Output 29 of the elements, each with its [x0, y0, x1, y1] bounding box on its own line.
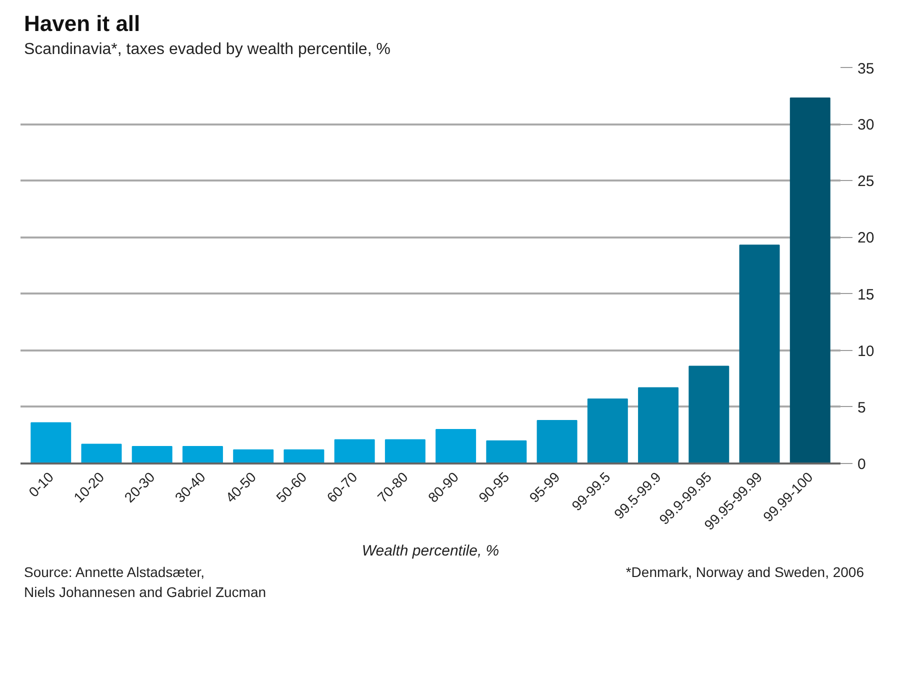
- text: *Denmark, Norway and Sweden, 2006: [624, 563, 864, 582]
- bar: [486, 440, 527, 464]
- bar: [30, 422, 72, 464]
- x-axis-title: Wealth percentile, %: [362, 542, 500, 560]
- bar: [384, 440, 426, 464]
- bar: [790, 98, 830, 464]
- y-tick-label: 10: [858, 343, 874, 360]
- bar: [132, 446, 172, 464]
- bar: [436, 429, 476, 464]
- y-tick-label: 5: [858, 400, 866, 417]
- bar: [536, 420, 578, 464]
- bar: [688, 366, 730, 464]
- bar: [81, 444, 122, 464]
- bar: [182, 446, 223, 464]
- y-tick-label: 30: [858, 116, 874, 134]
- bar: [587, 398, 628, 464]
- chart-subtitle: Scandinavia*, taxes evaded by wealth percentile, %: [24, 40, 390, 60]
- bar: [739, 244, 780, 464]
- chart-title: Haven it all: [24, 10, 140, 38]
- bar: [233, 450, 274, 464]
- y-tick-label: 0: [858, 456, 866, 474]
- bar: [638, 387, 679, 464]
- y-tick-label: 25: [858, 173, 874, 190]
- bar: [334, 440, 375, 464]
- y-tick-label: 15: [858, 286, 874, 304]
- y-tick-label: 35: [858, 60, 874, 78]
- source-note: Source: Annette Alstadsæter, Niels Johannesen and Gabriel Zucman: [24, 563, 268, 602]
- y-tick-label: 20: [858, 230, 874, 247]
- bar: [284, 450, 324, 464]
